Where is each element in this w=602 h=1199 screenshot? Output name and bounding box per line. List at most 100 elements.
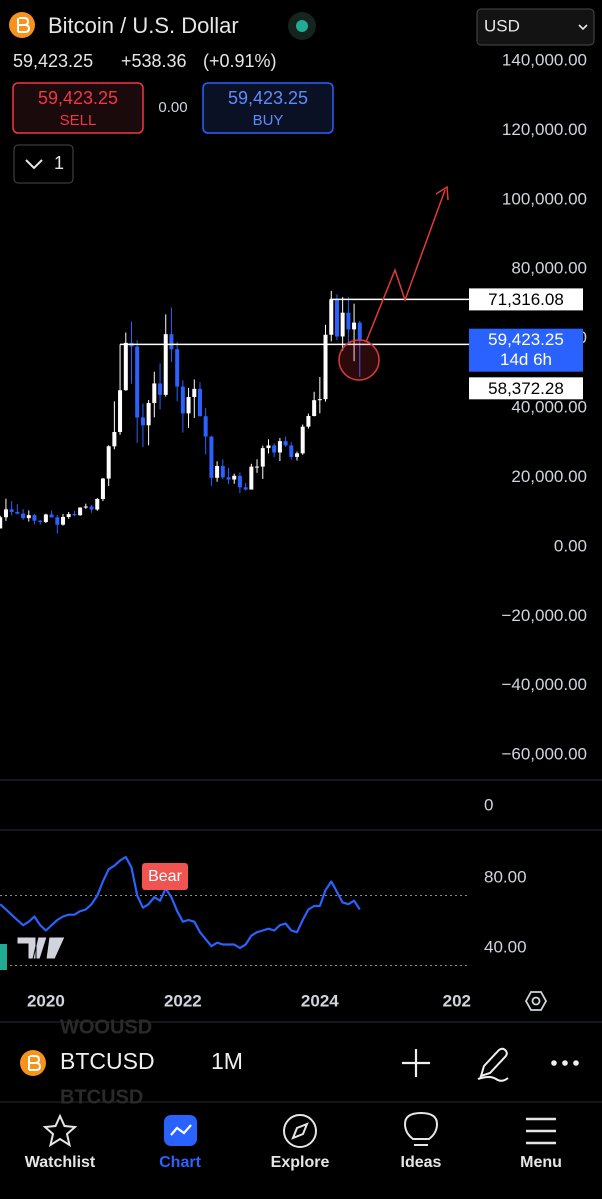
chevron [578, 24, 588, 31]
last-price: 59,423.25 [13, 51, 93, 71]
candle-body [100, 478, 105, 500]
candle-body [226, 477, 231, 480]
y-tick-label: 80.00 [484, 867, 527, 886]
candle-body [3, 509, 8, 518]
nav-item[interactable]: Ideas [401, 1154, 442, 1171]
candle-body [277, 441, 282, 453]
dot [562, 1060, 568, 1066]
candle-body [169, 334, 174, 350]
btc-icon-glyph [17, 17, 31, 33]
price-tag [469, 377, 583, 400]
candle-body [357, 322, 362, 341]
indicator-flag [0, 944, 7, 970]
candle-body [26, 515, 31, 519]
buy-button[interactable] [202, 82, 334, 134]
candle-body [186, 397, 191, 414]
candle-body [323, 334, 328, 400]
candle-body [352, 322, 357, 330]
y-tick-label: 20,000.00 [511, 467, 587, 486]
nav-item[interactable]: Explore [271, 1154, 330, 1171]
price-tag [469, 288, 583, 311]
y-tick-label: 120,000.00 [502, 120, 587, 139]
symbol-title[interactable]: Bitcoin / U.S. Dollar [48, 13, 239, 38]
candle-body [83, 506, 88, 508]
ghost-symbol: BTCUSD [60, 1086, 143, 1108]
btc-icon-glyph [28, 1055, 42, 1071]
ideas-icon [403, 1111, 439, 1146]
nav-item[interactable]: Watchlist [25, 1154, 96, 1171]
annotation-text: Bear [148, 868, 182, 885]
candle-body [237, 475, 242, 488]
y-tick-label: −60,000.00 [501, 745, 587, 764]
candle-body [163, 334, 168, 395]
arrow-drawing [365, 185, 449, 343]
candle-body [266, 445, 271, 449]
candle-body [38, 520, 43, 522]
candle-body [329, 299, 334, 335]
candle-body [192, 388, 197, 398]
interval-button[interactable]: 1M [211, 1048, 243, 1074]
settings-icon[interactable] [524, 991, 548, 1011]
candle-body [334, 299, 339, 337]
candle-body [152, 383, 157, 404]
currency-select[interactable] [476, 8, 595, 46]
candle-body [175, 349, 180, 387]
more-button[interactable] [551, 1060, 579, 1066]
y-tick-label: 0 [484, 795, 493, 814]
y-tick-label: 40,000.00 [511, 398, 587, 417]
pane-grid [0, 894, 470, 966]
candles [0, 290, 469, 950]
candle-body [203, 416, 208, 437]
market-status-dot [296, 20, 308, 32]
dot [551, 1060, 557, 1066]
symbol-button[interactable]: BTCUSD [60, 1048, 155, 1074]
last-price-tag [469, 328, 583, 372]
nav-item[interactable]: Menu [520, 1154, 562, 1171]
candle-body [209, 436, 214, 478]
circle-drawing [338, 339, 380, 381]
menu-icon [526, 1117, 556, 1145]
candle-body [118, 390, 123, 433]
candle-body [123, 342, 128, 391]
y-tick-label: 140,000.00 [502, 50, 587, 69]
add-button[interactable] [402, 1049, 430, 1077]
candle-body [255, 466, 260, 468]
spread: 0.00 [158, 99, 187, 116]
candle-body [135, 346, 140, 418]
draw-button[interactable] [477, 1047, 509, 1082]
candle-body [106, 446, 111, 479]
candle-body [21, 513, 26, 519]
candle-body [72, 514, 77, 516]
y-tick-label: −40,000.00 [501, 675, 587, 694]
x-tick-label: 202 [443, 991, 471, 1010]
nav-item-active[interactable]: Chart [159, 1154, 201, 1171]
candle-body [260, 448, 265, 467]
buy-label: BUY [253, 112, 284, 129]
candle-body [66, 514, 71, 517]
candle-body [49, 514, 54, 518]
candle-body [340, 312, 345, 337]
sell-button[interactable] [12, 82, 144, 134]
candle-body [180, 386, 185, 414]
price-tag-label: 71,316.08 [488, 290, 564, 309]
candle-body [220, 466, 225, 478]
indicator-line [0, 855, 361, 950]
x-tick-label: 2020 [27, 991, 65, 1010]
watchlist-icon [42, 1113, 78, 1148]
price-change: +538.36 [121, 51, 187, 71]
collapse-button[interactable] [13, 144, 74, 184]
x-tick-label: 2024 [301, 991, 339, 1010]
candle-body [249, 466, 254, 490]
last-price-label: 59,423.25 [488, 330, 564, 349]
candle-body [112, 432, 117, 447]
annotation-badge [142, 863, 188, 890]
y-tick-label: 0.00 [554, 536, 587, 555]
pane-count: 1 [54, 153, 64, 173]
bar-countdown: 14d 6h [500, 350, 552, 369]
x-tick-label: 2022 [164, 991, 202, 1010]
y-tick-label: 40.00 [484, 937, 527, 956]
candle-body [295, 453, 300, 457]
y-tick-label: 100,000.00 [502, 189, 587, 208]
